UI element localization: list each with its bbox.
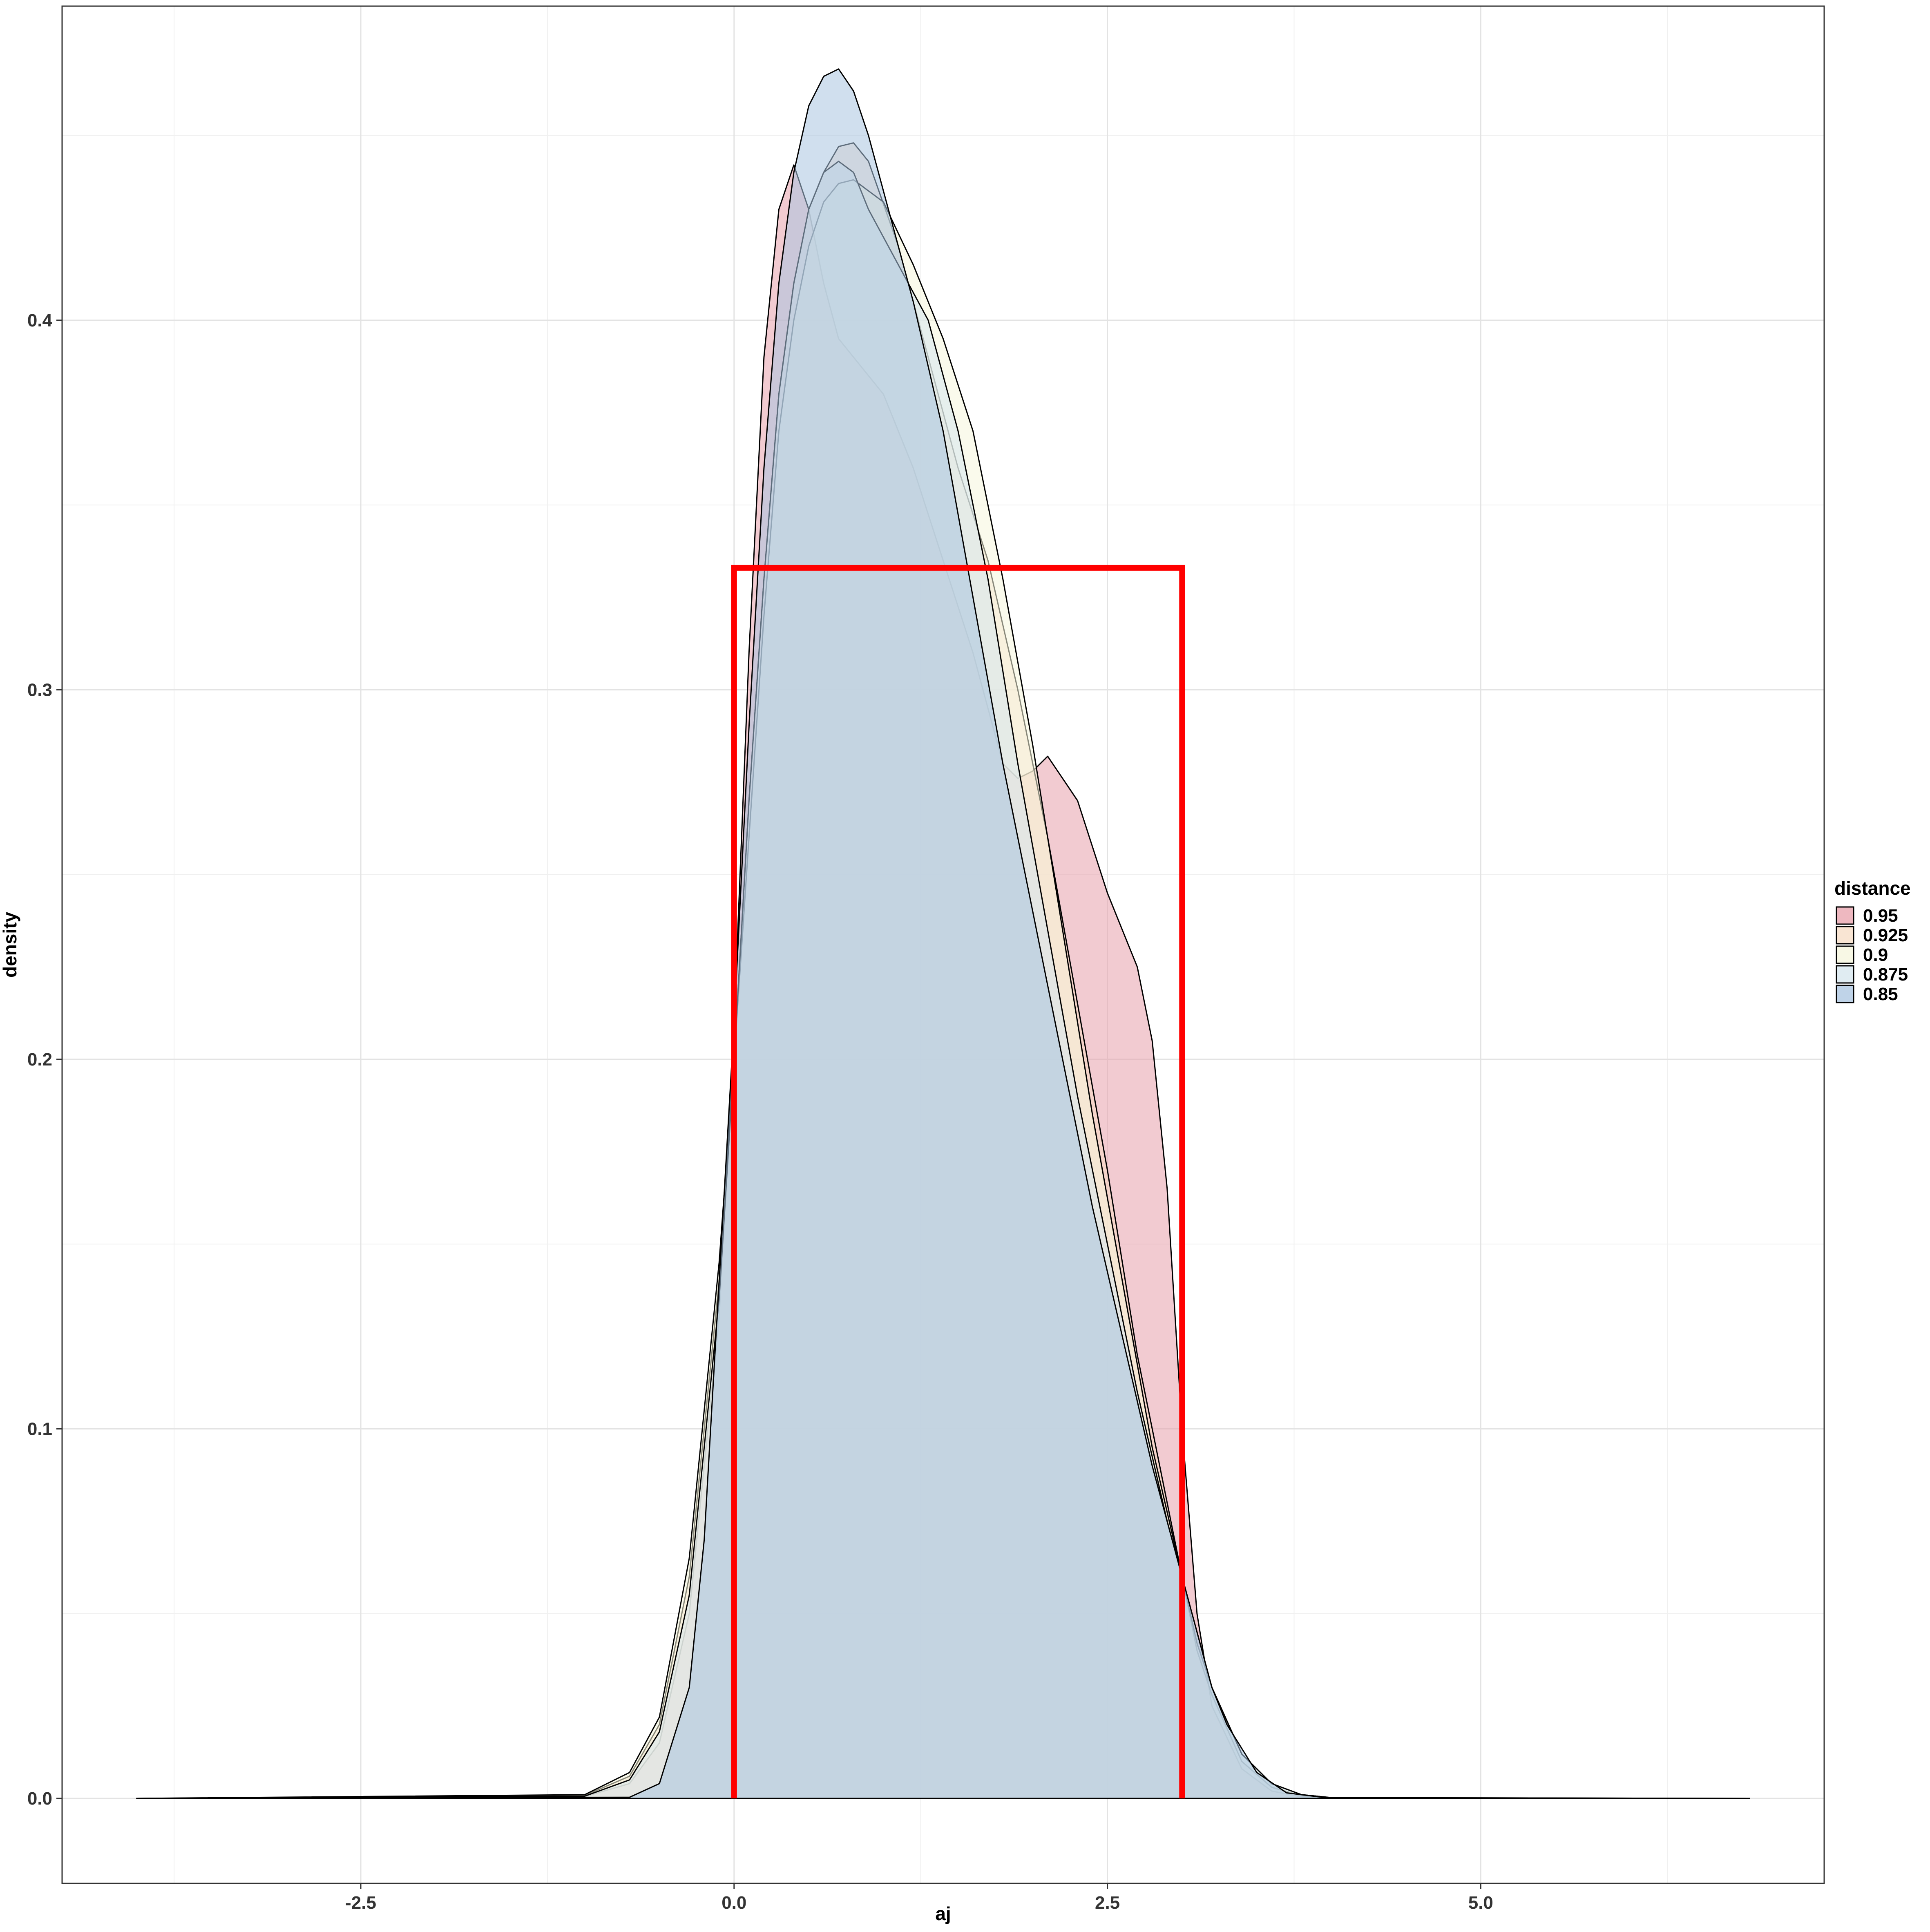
legend-key (1836, 985, 1854, 1003)
legend-label: 0.925 (1863, 925, 1908, 945)
x-tick-label: -2.5 (345, 1893, 376, 1913)
x-tick-label: 5.0 (1468, 1893, 1493, 1913)
x-tick-label: 2.5 (1095, 1893, 1120, 1913)
x-tick-label: 0.0 (722, 1893, 746, 1913)
legend-label: 0.85 (1863, 984, 1898, 1004)
density-areas (136, 68, 1750, 1799)
uniform-outline (731, 565, 1185, 1798)
density-area-0-85 (136, 68, 1750, 1799)
y-tick-label: 0.4 (27, 310, 53, 331)
y-tick-label: 0.0 (27, 1789, 52, 1809)
legend-key (1836, 945, 1854, 964)
legend-title: distance (1834, 878, 1911, 899)
y-axis-ticks: 0.0 0.1 0.2 0.3 0.4 (27, 310, 62, 1809)
panel-border (61, 5, 1825, 1884)
legend-label: 0.875 (1863, 965, 1908, 985)
legend-key (1836, 906, 1854, 925)
x-axis-ticks: -2.5 0.0 2.5 5.0 (345, 1883, 1493, 1913)
y-tick-label: 0.1 (27, 1419, 52, 1439)
legend-label: 0.95 (1863, 906, 1898, 926)
legend-label: 0.9 (1863, 945, 1888, 965)
y-axis-title: density (0, 912, 20, 978)
y-tick-label: 0.2 (27, 1050, 52, 1070)
legend-key (1836, 926, 1854, 945)
uniform-overlay (731, 565, 1185, 1798)
x-axis-title: aj (935, 1903, 951, 1924)
y-tick-label: 0.3 (27, 680, 52, 700)
legend-key (1836, 965, 1854, 984)
